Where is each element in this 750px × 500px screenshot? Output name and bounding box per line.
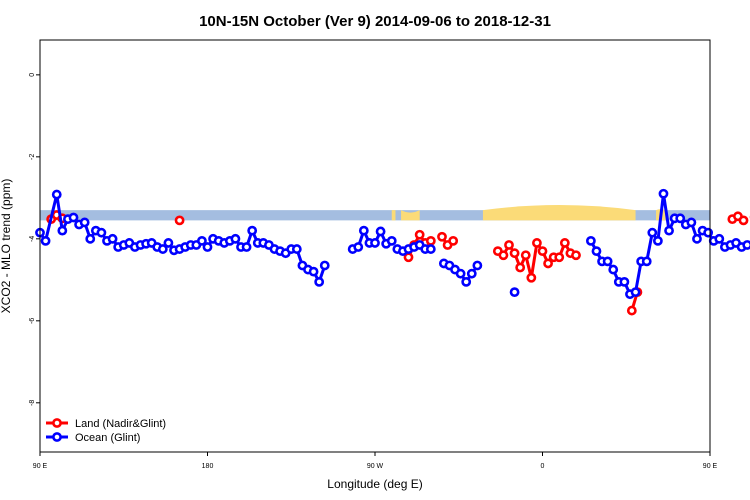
ocean-band [40, 210, 710, 221]
x-tick-label: 180 [202, 463, 214, 470]
ocean-series-point [658, 188, 669, 199]
ocean-series-point [68, 212, 79, 223]
ocean-series-point [370, 238, 380, 248]
legend-label: Land (Nadir&Glint) [75, 418, 166, 430]
ocean-series-point [641, 256, 652, 267]
ocean-series-point [79, 217, 90, 228]
ocean-series-point [314, 276, 325, 287]
ocean-series-point [358, 225, 369, 236]
ocean-series-point [157, 244, 168, 254]
ocean-series-point [291, 244, 302, 254]
ocean-series-point [107, 233, 118, 244]
land-series-point [526, 272, 537, 283]
ocean-series-point [308, 266, 319, 277]
land-series-point [174, 215, 185, 226]
legend: Land (Nadir&Glint) Ocean (Glint) [46, 418, 166, 444]
ocean-series-point [742, 240, 750, 250]
x-tick-label: 90 W [367, 463, 384, 470]
x-tick-label: 90 E [703, 463, 718, 470]
land-series-point [738, 215, 749, 226]
ocean-series-point [85, 233, 96, 244]
land-series-point [437, 231, 447, 242]
ocean-series-point [57, 225, 68, 236]
ocean-series-point [602, 256, 613, 267]
ocean-series-point [202, 242, 213, 252]
ocean-series-point [40, 235, 51, 246]
ocean-series-point [375, 226, 386, 237]
land-series-point [504, 240, 514, 250]
ocean-series-point [675, 213, 686, 224]
ocean-series-point [455, 268, 466, 279]
legend-label: Ocean (Glint) [75, 432, 140, 444]
ocean-series-point [247, 225, 258, 236]
land-series-point [509, 248, 520, 259]
ocean-series-point [472, 260, 483, 271]
ocean-series-point [692, 233, 702, 244]
y-tick-label: -6 [29, 318, 36, 324]
ocean-series-point [230, 233, 241, 244]
land-series-point [537, 246, 548, 257]
legend-swatch-marker [52, 418, 62, 428]
ocean-series-point [608, 264, 619, 275]
land-band-segment [401, 210, 420, 221]
ocean-series-point [703, 227, 714, 238]
y-tick-label: -4 [29, 236, 36, 242]
ocean-series-line [38, 193, 327, 284]
legend-swatch-marker [52, 432, 62, 442]
ocean-series-point [241, 242, 252, 252]
y-axis: 0 -2 -4 -6 -8 [29, 73, 40, 406]
ocean-series-point [686, 217, 697, 228]
y-tick-label: -2 [29, 154, 36, 160]
ocean-series-point [664, 225, 674, 236]
ocean-series-point [96, 227, 107, 238]
land-series-point [559, 238, 570, 248]
land-series-point [448, 235, 459, 246]
x-tick-label: 90 E [33, 463, 48, 470]
land-series-point [520, 250, 531, 261]
land-ocean-band [40, 205, 710, 221]
ocean-series-point [509, 287, 520, 298]
land-band-segment [391, 210, 396, 221]
land-series-point [626, 305, 637, 316]
x-axis: 90 E 180 90 W 0 90 E [33, 452, 718, 470]
ocean-series-point [466, 268, 477, 279]
ocean-series-point [630, 287, 641, 298]
y-axis-label: XCO2 - MLO trend (ppm) [0, 179, 13, 314]
ocean-series-point [197, 235, 207, 246]
ocean-series-point [386, 235, 397, 246]
y-tick-label: 0 [29, 73, 36, 77]
ocean-series-point [619, 276, 630, 287]
land-series-point [543, 258, 553, 269]
ocean-series-point [425, 244, 436, 254]
ocean-series-point [461, 276, 472, 287]
ocean-series-point [714, 233, 725, 244]
ocean-series-point [591, 246, 602, 257]
series-layer [35, 188, 750, 316]
chart-title: 10N-15N October (Ver 9) 2014-09-06 to 20… [199, 13, 551, 30]
ocean-series-point [319, 260, 330, 271]
y-tick-label: -8 [29, 400, 36, 406]
land-series-point [515, 262, 526, 273]
land-series-point [571, 250, 581, 261]
ocean-series-point [647, 227, 658, 238]
ocean-series-point [585, 235, 596, 246]
ocean-series-point [652, 235, 663, 246]
x-axis-label: Longitude (deg E) [327, 477, 422, 491]
ocean-series-point [353, 242, 364, 252]
land-series-point [414, 229, 425, 240]
land-series-point [554, 252, 565, 263]
land-series-point [532, 238, 542, 248]
x-tick-label: 0 [541, 463, 545, 470]
ocean-series-point [163, 238, 174, 248]
land-series-point [425, 235, 436, 246]
land-band-segment [482, 205, 636, 221]
ocean-series-point [51, 189, 62, 200]
land-series-point [498, 250, 509, 261]
